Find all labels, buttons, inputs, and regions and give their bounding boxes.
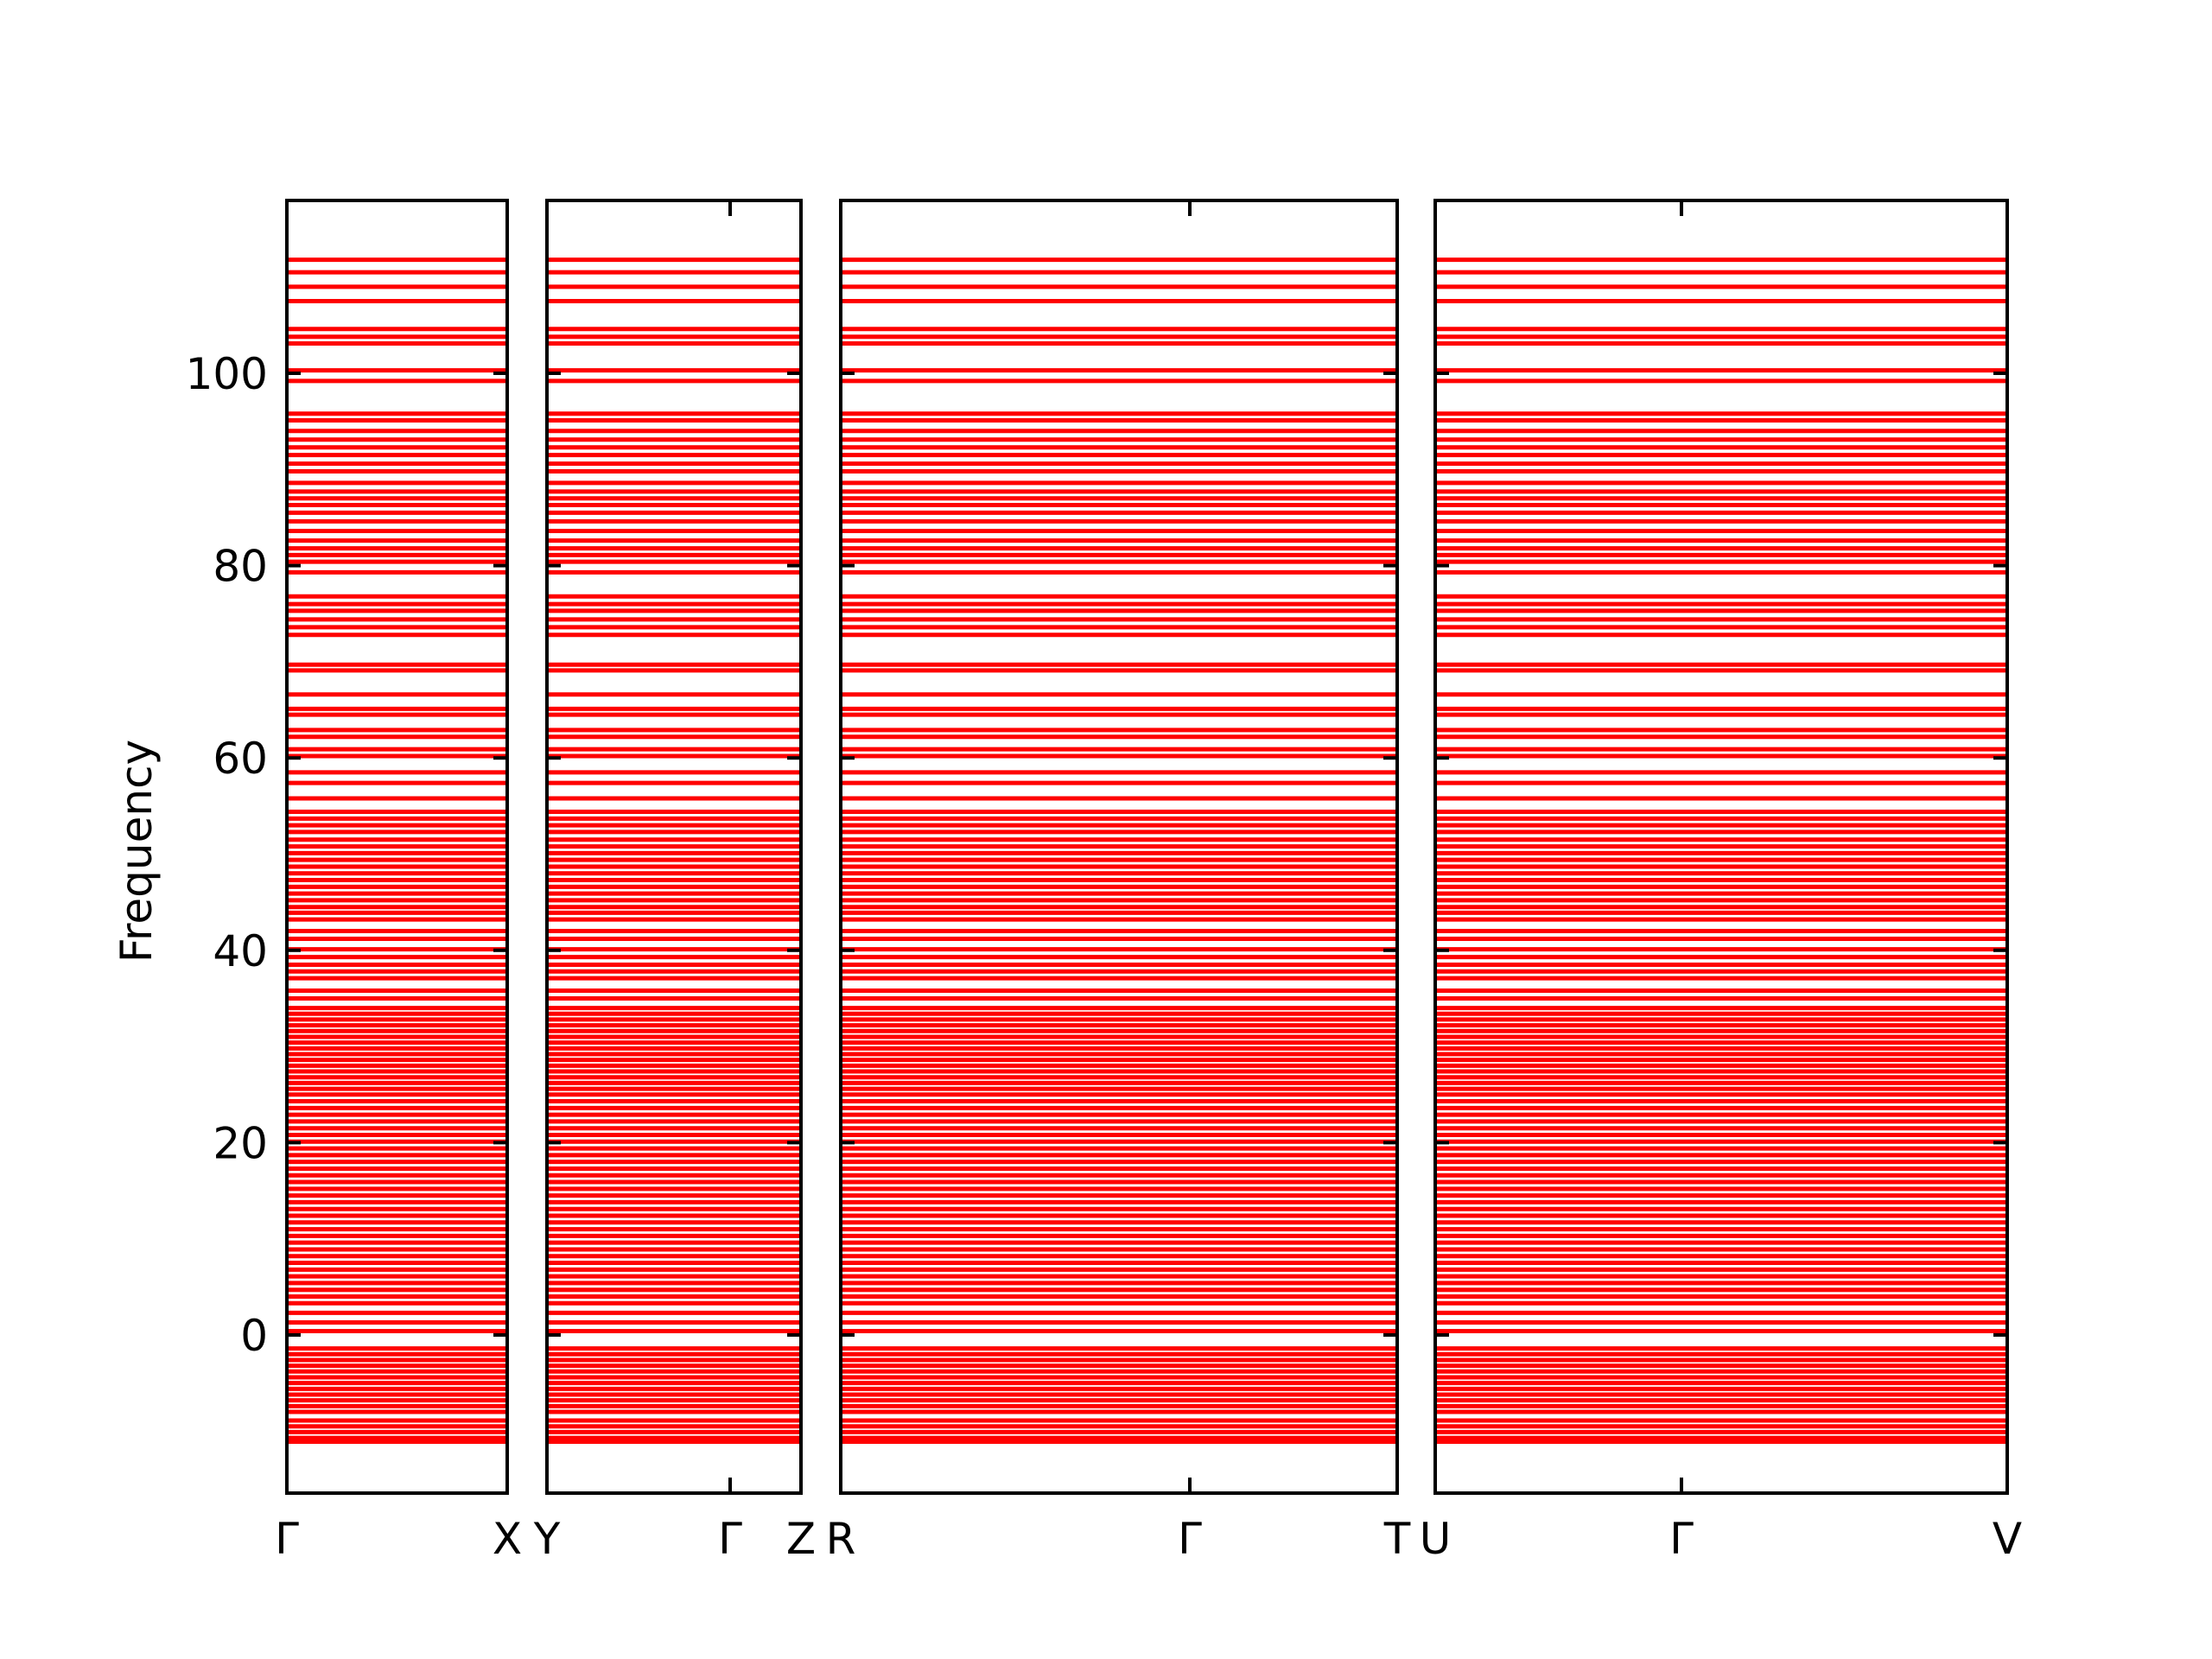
frame-layer: [285, 199, 2009, 1495]
y-tick-label-0: 0: [240, 1311, 268, 1361]
x-tick-label-p4-2: V: [1993, 1514, 2022, 1564]
panel-frame-2: [545, 199, 803, 1495]
panel-frame-3: [839, 199, 1399, 1495]
x-tick-label-p4-0: U: [1420, 1514, 1452, 1564]
x-tick-label-p1-0: Γ: [275, 1514, 299, 1564]
x-tick-label-p2-0: Y: [533, 1514, 561, 1564]
x-tick-label-p1-1: X: [493, 1514, 522, 1564]
panel-frame-1: [285, 199, 509, 1495]
y-tick-label-20: 20: [213, 1118, 268, 1168]
y-tick-label-60: 60: [213, 734, 268, 784]
panel-frame-4: [1433, 199, 2009, 1495]
x-tick-label-p2-2: Z: [786, 1514, 816, 1564]
y-tick-label-100: 100: [186, 349, 268, 399]
x-tick-label-p3-1: Γ: [1178, 1514, 1202, 1564]
y-tick-label-40: 40: [213, 926, 268, 976]
x-tick-label-p2-1: Γ: [718, 1514, 742, 1564]
x-tick-label-p4-1: Γ: [1669, 1514, 1694, 1564]
x-tick-label-p3-2: T: [1383, 1514, 1411, 1564]
y-axis-label: Frequency: [111, 740, 162, 963]
bands-layer: [287, 257, 2007, 1445]
x-tick-label-p3-0: R: [826, 1514, 856, 1564]
y-tick-label-80: 80: [213, 542, 268, 592]
